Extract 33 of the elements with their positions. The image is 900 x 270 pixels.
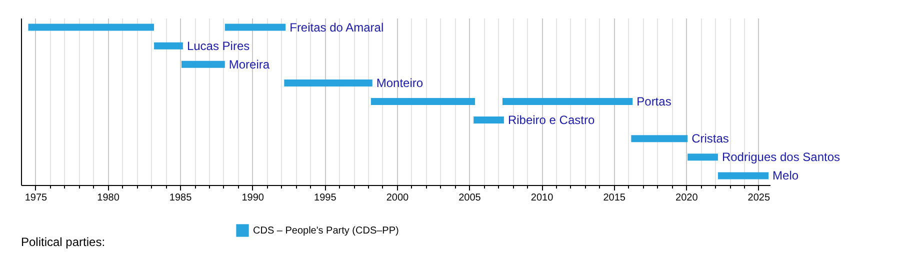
y-tick-label: Lucas Pires	[186, 38, 250, 53]
y-tick-label: Rodrigues dos Santos	[722, 150, 840, 164]
legend-title: Political parties:	[21, 235, 106, 249]
x-tick-label: 1995	[314, 192, 337, 204]
y-tick-label: Moreira	[228, 57, 270, 72]
x-tick-label: 1990	[242, 192, 264, 204]
x-tick-label: 1975	[24, 192, 48, 204]
x-tick-label: 1985	[169, 192, 192, 204]
x-tick-label: 2010	[530, 192, 554, 204]
x-tick-label: 2025	[748, 192, 770, 204]
bar	[718, 172, 769, 180]
y-tick-label: Freitas do Amaral	[290, 20, 384, 34]
bar	[284, 79, 372, 86]
bar	[502, 98, 633, 105]
y-tick-label: Monteiro	[376, 76, 424, 90]
x-tick-label: 2020	[676, 192, 698, 204]
legend-label: CDS – People's Party (CDS–PP)	[253, 226, 399, 236]
bar	[154, 42, 183, 50]
x-tick-label: 2005	[458, 192, 482, 204]
bar	[474, 116, 504, 124]
bar	[28, 24, 154, 31]
y-tick-label: Cristas	[692, 132, 729, 146]
y-tick-label: Portas	[636, 94, 672, 108]
y-tick-label: Melo	[772, 168, 799, 183]
x-tick-label: 1980	[97, 192, 120, 204]
bar	[688, 154, 718, 161]
x-tick-label: 2000	[386, 192, 410, 204]
bar	[631, 135, 688, 142]
bar	[182, 60, 225, 68]
bar	[370, 98, 476, 105]
bar	[224, 24, 286, 31]
y-tick-label: Ribeiro e Castro	[508, 113, 595, 128]
x-tick-label: 2015	[603, 192, 626, 204]
